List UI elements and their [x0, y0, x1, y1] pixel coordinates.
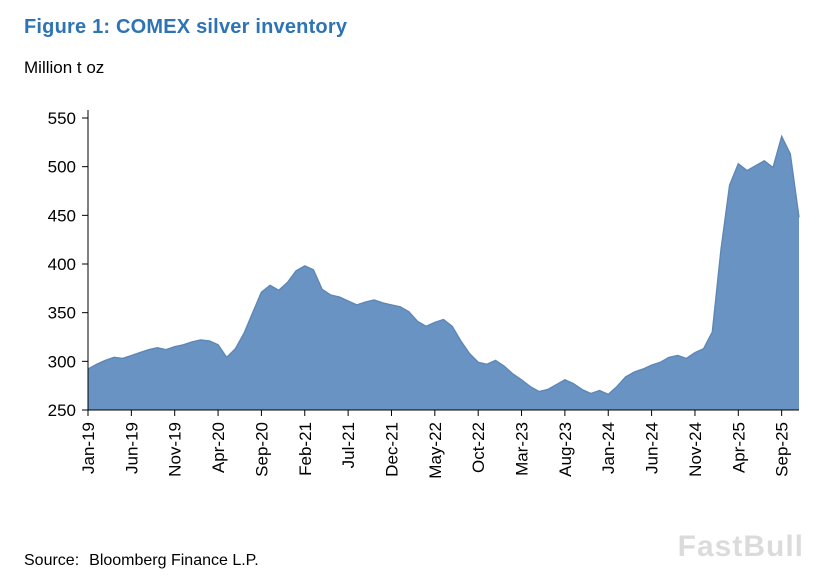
- source-text: Bloomberg Finance L.P.: [89, 552, 259, 569]
- source-line: Source: Bloomberg Finance L.P.: [24, 552, 259, 570]
- x-tick-label: Mar-23: [513, 422, 532, 476]
- y-tick-label: 550: [48, 109, 76, 128]
- x-tick-label: Nov-19: [166, 422, 185, 477]
- x-tick-label: Aug-23: [556, 422, 575, 477]
- x-tick-label: Sep-20: [252, 422, 271, 477]
- y-tick-label: 500: [48, 158, 76, 177]
- y-tick-label: 400: [48, 255, 76, 274]
- y-tick-label: 300: [48, 352, 76, 371]
- y-tick-label: 350: [48, 304, 76, 323]
- x-tick-label: Apr-25: [729, 422, 748, 473]
- area-series: [88, 136, 799, 410]
- x-tick-label: Jun-24: [643, 422, 662, 474]
- x-tick-label: Sep-25: [773, 422, 792, 477]
- x-tick-label: May-22: [426, 422, 445, 479]
- x-tick-label: Jun-19: [122, 422, 141, 474]
- y-axis-unit-label: Million t oz: [24, 58, 105, 77]
- source-label: Source:: [24, 552, 80, 569]
- x-tick-label: Dec-21: [383, 422, 402, 477]
- series-line: [87, 134, 800, 396]
- chart-area: 550 500 450 400 350 300 250 Jan-19 Jun-19 Nov-19 A…: [0, 88, 830, 518]
- x-tick-label: Apr-20: [209, 422, 228, 473]
- x-tick-label: Jul-21: [339, 422, 358, 468]
- y-tick-label: 450: [48, 206, 76, 225]
- x-tick-label: Oct-22: [469, 422, 488, 473]
- x-tick-label: Nov-24: [686, 422, 705, 477]
- figure-title: Figure 1: COMEX silver inventory: [24, 16, 348, 38]
- x-tick-label: Jan-19: [79, 422, 98, 474]
- watermark: FastBull: [677, 530, 804, 563]
- x-tick-label: Jan-24: [599, 422, 618, 474]
- x-tick-label: Feb-21: [296, 422, 315, 476]
- y-tick-label: 250: [48, 401, 76, 420]
